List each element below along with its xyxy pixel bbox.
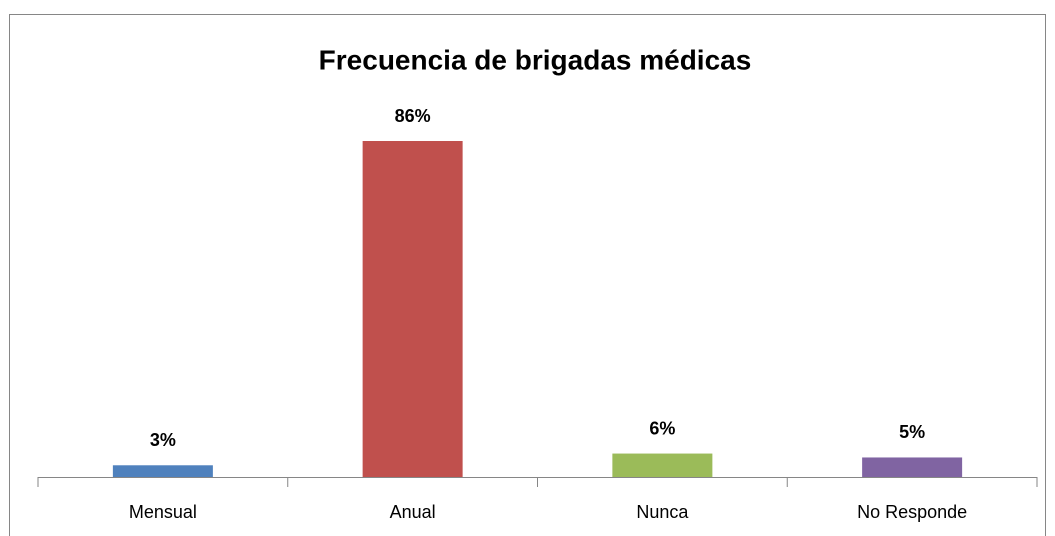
value-label: 6% <box>649 418 675 438</box>
x-tick-label: No Responde <box>857 502 967 522</box>
bar <box>362 141 463 477</box>
x-tick-label: Nunca <box>636 502 689 522</box>
bar <box>862 457 963 477</box>
chart-title: Frecuencia de brigadas médicas <box>319 44 752 75</box>
x-tick-label: Mensual <box>129 502 197 522</box>
value-label: 86% <box>395 106 431 126</box>
chart-border <box>9 14 1046 536</box>
bar <box>612 453 713 477</box>
bar <box>112 465 213 477</box>
value-label: 5% <box>899 422 925 442</box>
value-label: 3% <box>150 430 176 450</box>
x-tick-label: Anual <box>390 502 436 522</box>
